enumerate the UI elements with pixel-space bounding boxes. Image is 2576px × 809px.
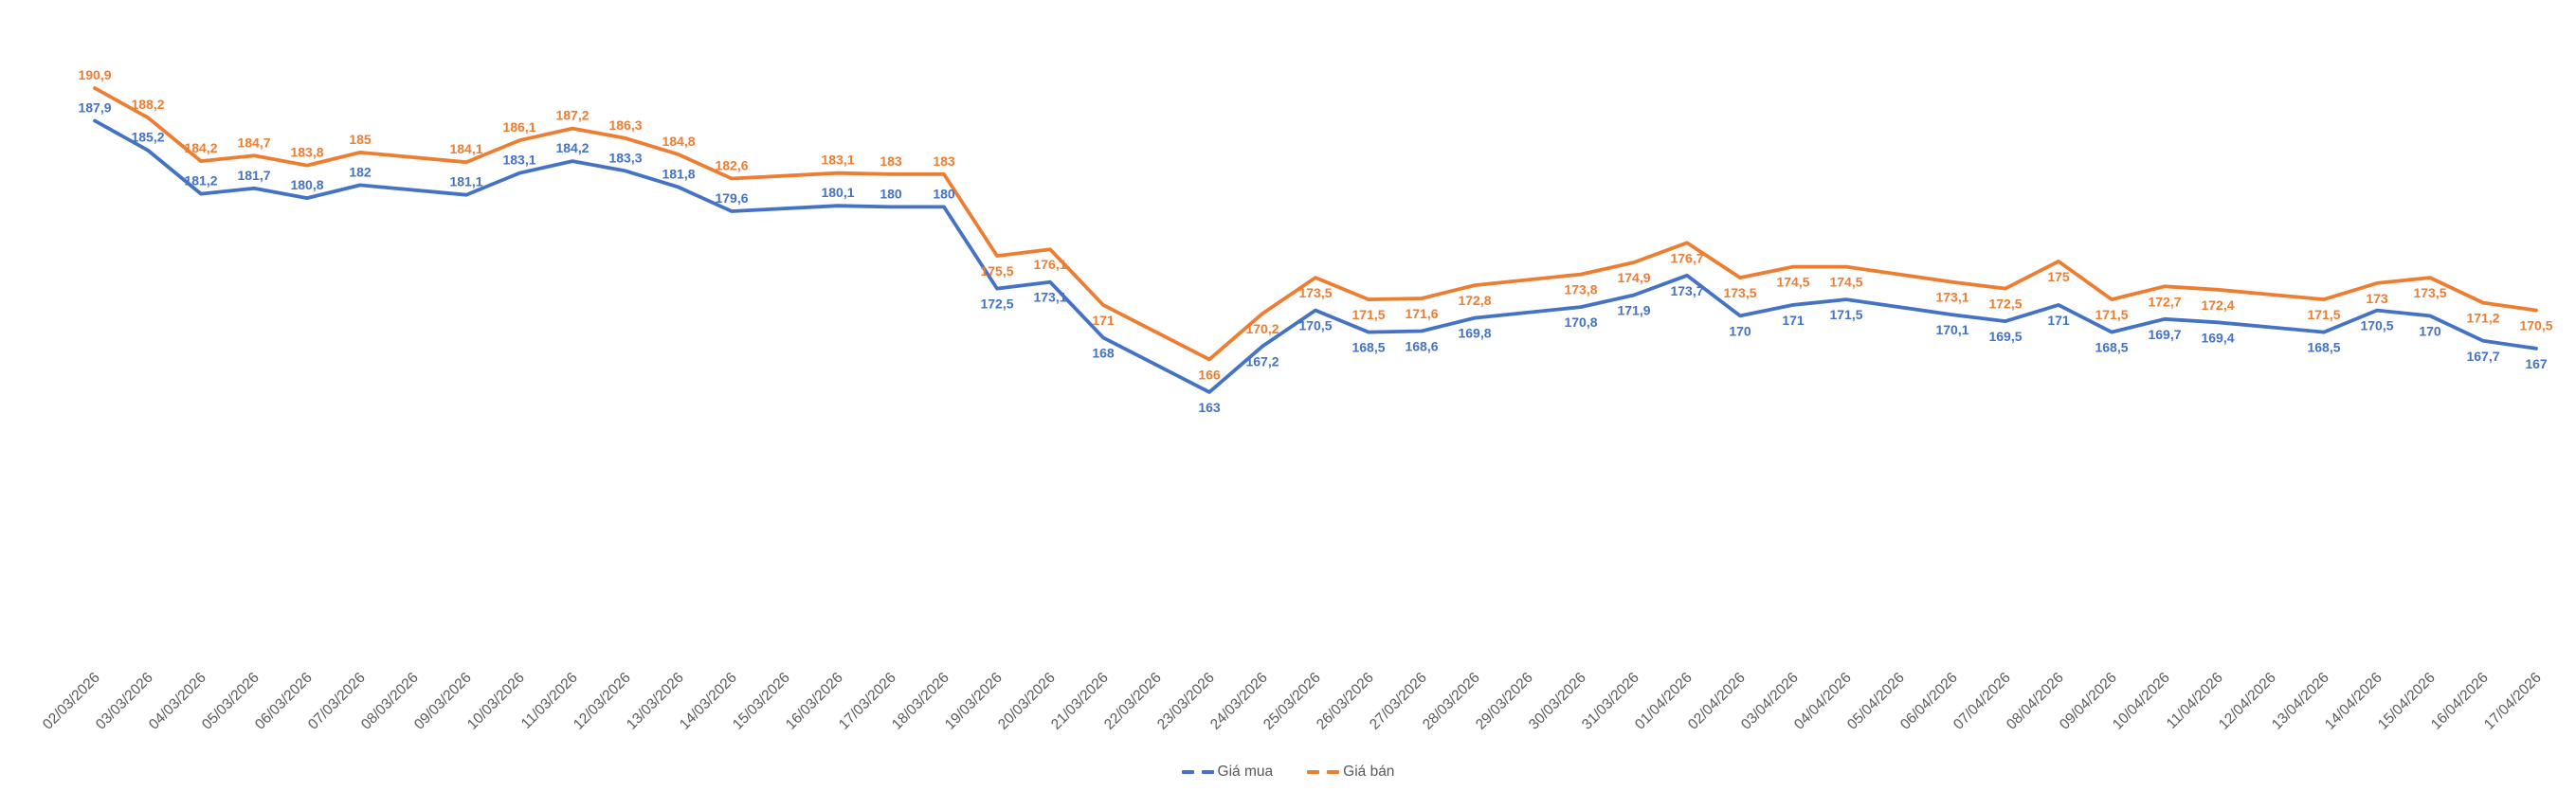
chart-legend: Giá mua Giá bán <box>0 764 2576 781</box>
data-label-gia-ban: 173,5 <box>1298 285 1332 300</box>
data-label-gia-ban: 186,1 <box>502 119 535 135</box>
data-label-gia-mua: 172,5 <box>980 297 1013 312</box>
legend-label-gia-ban: Giá bán <box>1343 764 1395 780</box>
data-label-gia-mua: 168,5 <box>2095 340 2128 355</box>
data-label-gia-mua: 180 <box>933 186 955 201</box>
series-line-gia-mua[interactable] <box>93 118 2538 394</box>
data-label-gia-mua: 180 <box>880 186 902 201</box>
data-label-gia-mua: 168,6 <box>1405 339 1438 354</box>
data-label-gia-mua: 181,1 <box>449 174 482 189</box>
data-label-gia-ban: 190,9 <box>78 67 111 82</box>
data-label-gia-mua: 167,2 <box>1245 354 1279 369</box>
data-label-gia-ban: 176,1 <box>1033 257 1066 272</box>
data-label-gia-mua: 173,1 <box>1033 290 1066 305</box>
data-label-gia-ban: 171,5 <box>1351 307 1385 322</box>
legend-line-gia-ban-icon <box>1327 770 1340 774</box>
data-label-gia-mua: 183,1 <box>502 153 535 168</box>
data-label-gia-mua: 185,2 <box>131 130 164 145</box>
data-label-gia-ban: 188,2 <box>131 97 164 112</box>
data-label-gia-ban: 166 <box>1198 367 1221 382</box>
data-label-gia-mua: 170 <box>2419 323 2441 338</box>
series-line-gia-ban[interactable] <box>93 86 2538 362</box>
data-label-gia-ban: 186,3 <box>608 117 642 133</box>
data-label-gia-ban: 172,5 <box>1988 297 2022 312</box>
data-label-gia-mua: 167,7 <box>2466 349 2499 364</box>
legend-item-gia-ban[interactable]: Giá bán <box>1307 764 1394 781</box>
data-label-gia-mua: 179,6 <box>715 190 748 206</box>
x-axis-label: 10/04/2026 <box>2110 670 2173 733</box>
data-label-gia-mua: 183,3 <box>608 150 642 165</box>
data-label-gia-mua: 169,8 <box>1458 326 1491 341</box>
legend-line-gia-mua-icon <box>1181 770 1194 774</box>
data-label-gia-ban: 184,1 <box>449 141 482 156</box>
legend-item-gia-mua[interactable]: Giá mua <box>1181 764 1274 781</box>
data-label-gia-ban: 182,6 <box>715 158 748 173</box>
data-label-gia-mua: 181,2 <box>184 173 217 189</box>
data-label-gia-mua: 184,2 <box>555 140 589 155</box>
data-label-gia-mua: 182 <box>349 164 372 179</box>
data-label-gia-ban: 173,5 <box>1723 285 1756 300</box>
data-label-gia-ban: 171,5 <box>2307 307 2340 322</box>
data-label-gia-ban: 184,2 <box>184 140 217 155</box>
legend-line-gia-ban-icon <box>1307 770 1320 774</box>
data-label-gia-mua: 170 <box>1729 323 1751 338</box>
x-axis-label: 10/03/2026 <box>464 670 528 733</box>
data-label-gia-mua: 170,5 <box>1298 318 1332 333</box>
data-label-gia-ban: 172,7 <box>2148 294 2181 309</box>
data-label-gia-ban: 171,6 <box>1405 306 1438 321</box>
data-label-gia-ban: 184,8 <box>662 134 695 149</box>
data-label-gia-mua: 170,1 <box>1935 322 1968 337</box>
data-label-gia-ban: 173,5 <box>2413 285 2446 300</box>
data-label-gia-ban: 175,5 <box>980 263 1013 279</box>
data-label-gia-ban: 174,9 <box>1617 270 1650 285</box>
data-label-gia-mua: 168,5 <box>1351 340 1385 355</box>
data-label-gia-ban: 172,4 <box>2201 297 2234 313</box>
data-label-gia-ban: 171 <box>1092 313 1115 328</box>
data-label-gia-mua: 187,9 <box>78 100 111 116</box>
data-label-gia-mua: 170,8 <box>1564 315 1597 330</box>
data-label-gia-ban: 174,5 <box>1776 275 1809 290</box>
data-label-gia-ban: 183,1 <box>821 153 854 168</box>
data-label-gia-ban: 172,8 <box>1458 293 1491 308</box>
data-label-gia-ban: 175 <box>2047 269 2070 284</box>
data-label-gia-mua: 169,5 <box>1988 329 2022 344</box>
data-label-gia-mua: 171 <box>2047 313 2070 328</box>
data-label-gia-ban: 173,8 <box>1564 282 1597 297</box>
data-label-gia-ban: 171,2 <box>2466 311 2499 326</box>
data-label-gia-mua: 170,5 <box>2360 318 2393 333</box>
data-label-gia-mua: 169,7 <box>2148 327 2181 342</box>
data-label-gia-mua: 168 <box>1092 345 1115 360</box>
data-label-gia-ban: 184,7 <box>237 135 270 150</box>
data-label-gia-mua: 180,8 <box>290 177 323 192</box>
data-label-gia-ban: 183,8 <box>290 145 323 160</box>
data-label-gia-mua: 173,7 <box>1670 283 1703 298</box>
data-label-gia-ban: 176,7 <box>1670 250 1703 265</box>
data-label-gia-ban: 185 <box>349 132 372 147</box>
data-label-gia-ban: 171,5 <box>2095 307 2128 322</box>
data-label-gia-ban: 173,1 <box>1935 290 1968 305</box>
data-label-gia-ban: 183 <box>880 153 902 169</box>
data-label-gia-ban: 187,2 <box>555 108 589 123</box>
data-label-gia-ban: 170,2 <box>1245 321 1279 336</box>
data-label-gia-ban: 170,5 <box>2519 318 2552 333</box>
data-label-gia-mua: 171 <box>1782 313 1805 328</box>
data-label-gia-mua: 171,9 <box>1617 303 1650 318</box>
data-label-gia-mua: 167 <box>2525 356 2548 371</box>
data-label-gia-mua: 180,1 <box>821 185 854 200</box>
data-label-gia-mua: 169,4 <box>2201 330 2234 345</box>
data-label-gia-ban: 173 <box>2366 291 2388 306</box>
data-label-gia-mua: 163 <box>1198 400 1221 415</box>
legend-line-gia-mua-icon <box>1201 770 1214 774</box>
data-label-gia-ban: 174,5 <box>1829 275 1862 290</box>
data-label-gia-ban: 183 <box>933 153 955 169</box>
data-label-gia-mua: 181,8 <box>662 167 695 182</box>
legend-label-gia-mua: Giá mua <box>1217 764 1274 780</box>
data-label-gia-mua: 171,5 <box>1829 307 1862 322</box>
data-label-gia-mua: 181,7 <box>237 168 270 183</box>
data-label-gia-mua: 168,5 <box>2307 340 2340 355</box>
x-axis-label: 17/04/2026 <box>2481 670 2545 733</box>
